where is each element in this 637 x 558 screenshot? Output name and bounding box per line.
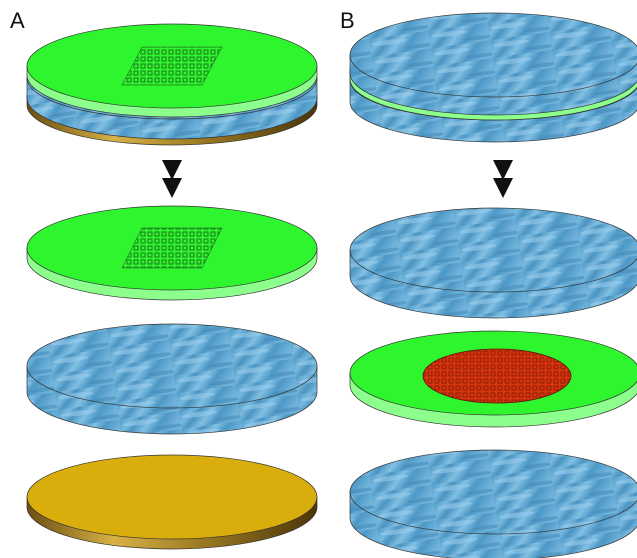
disk-top [349,449,637,535]
disk-top [349,12,637,98]
electrode-pad [422,348,572,404]
disk-top [349,207,637,293]
panel-label: B [340,8,355,33]
panel-label: A [10,8,25,33]
disk-top [26,323,318,409]
electrode-grid [121,227,223,269]
disk-top [26,454,318,540]
electrode-grid [121,46,223,86]
